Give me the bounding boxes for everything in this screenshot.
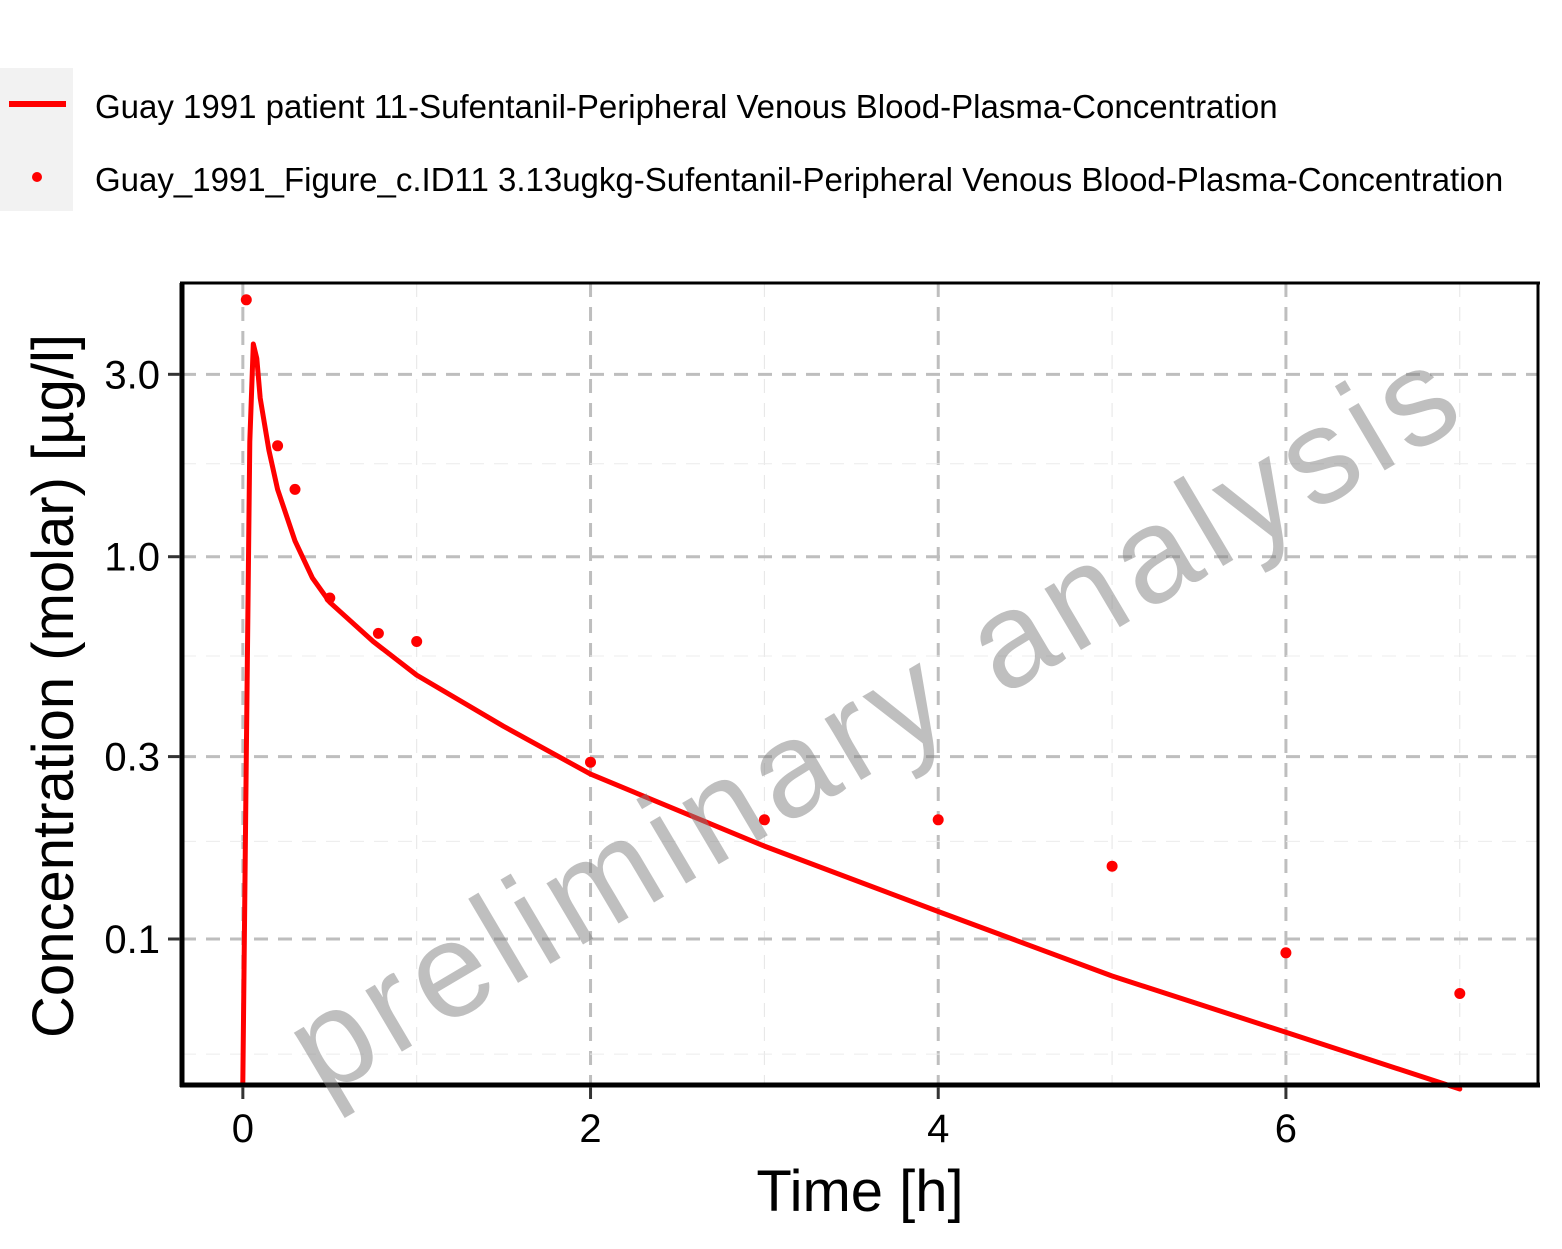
legend-label-simulated: Guay 1991 patient 11-Sufentanil-Peripher…: [95, 88, 1278, 125]
legend: Guay 1991 patient 11-Sufentanil-Peripher…: [0, 68, 1503, 211]
x-tick-label: 6: [1275, 1107, 1297, 1151]
y-tick-label: 0.1: [104, 918, 160, 962]
legend-key-dot: [32, 172, 42, 182]
data-point-observed: [272, 440, 284, 452]
plot-background: [182, 283, 1538, 1085]
data-point-observed: [1454, 988, 1466, 999]
y-tick-label: 0.3: [104, 736, 160, 780]
data-point-observed: [289, 483, 301, 495]
series-line-simulated: [240, 341, 1463, 1092]
grid: [182, 283, 1538, 1085]
y-tick-label: 3.0: [104, 353, 160, 397]
x-axis-title: Time [h]: [756, 1159, 963, 1224]
data-point-observed: [411, 636, 423, 647]
data-point-observed: [758, 814, 770, 826]
data-point-observed: [1280, 947, 1292, 959]
legend-label-observed: Guay_1991_Figure_c.ID11 3.13ugkg-Sufenta…: [95, 161, 1503, 198]
x-tick-label: 2: [579, 1107, 601, 1151]
ticks: 0 2 4 6 0.1 0.3 1.0 3.0: [104, 353, 1297, 1151]
legend-background: [0, 68, 73, 211]
data-point-observed: [585, 756, 596, 768]
x-tick-label: 0: [232, 1107, 254, 1151]
series-layer: [240, 294, 1466, 1092]
data-point-observed: [372, 627, 384, 639]
y-tick-label: 1.0: [104, 536, 160, 580]
data-point-observed: [324, 592, 336, 604]
data-point-observed: [240, 294, 252, 306]
x-tick-label: 4: [927, 1107, 949, 1151]
y-axis-title: Concentration (molar) [µg/l]: [21, 334, 86, 1038]
data-point-observed: [932, 814, 944, 826]
data-point-observed: [1106, 860, 1118, 872]
